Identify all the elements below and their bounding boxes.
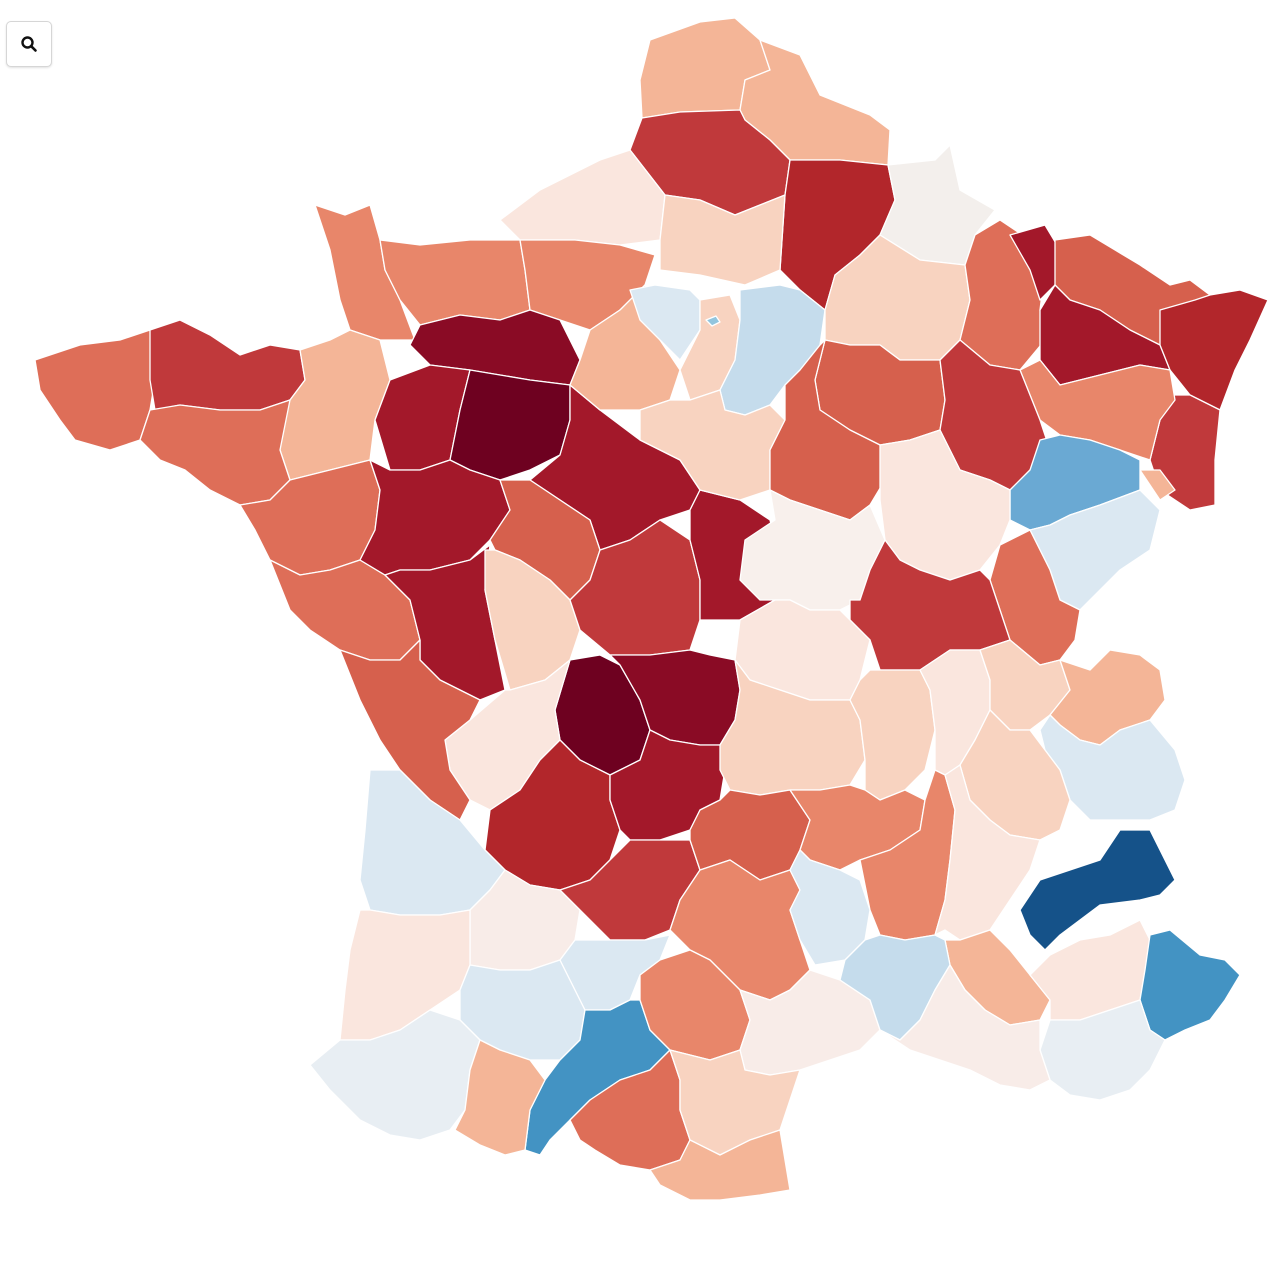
department[interactable] [34, 329, 156, 451]
department[interactable] [499, 149, 666, 246]
department[interactable] [719, 284, 826, 416]
department[interactable] [669, 1049, 801, 1156]
search-button[interactable] [6, 21, 52, 67]
department[interactable] [1019, 829, 1176, 951]
department[interactable] [659, 194, 786, 286]
department[interactable] [849, 669, 936, 801]
department[interactable] [139, 399, 291, 506]
department[interactable] [449, 369, 571, 481]
department[interactable] [649, 1129, 791, 1201]
department[interactable] [705, 315, 721, 327]
departments [34, 17, 1269, 1201]
department[interactable] [1139, 929, 1241, 1041]
department[interactable] [314, 204, 416, 341]
department[interactable] [454, 1039, 546, 1156]
department[interactable] [339, 639, 481, 821]
department[interactable] [934, 764, 1041, 941]
department[interactable] [149, 319, 306, 411]
department[interactable] [484, 549, 581, 691]
department[interactable] [1139, 469, 1176, 501]
department[interactable] [359, 459, 511, 576]
search-icon [20, 35, 38, 53]
department[interactable] [1159, 289, 1269, 411]
department[interactable] [879, 964, 1051, 1091]
